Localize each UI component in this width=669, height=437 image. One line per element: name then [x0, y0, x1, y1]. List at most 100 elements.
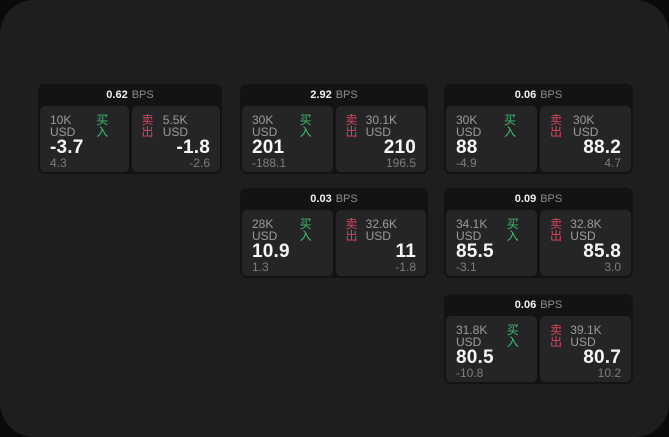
buy-panel-top: 34.1K USD 买入 — [456, 218, 527, 242]
quote-card: 2.92 BPS 30K USD 买入 201 -188.1 卖出 30.1K … — [240, 84, 428, 174]
buy-price: 201 — [252, 137, 285, 158]
buy-panel-top: 10K USD 买入 — [50, 114, 119, 138]
buy-price: 10.9 — [252, 241, 290, 262]
quote-card: 0.03 BPS 28K USD 买入 10.9 1.3 卖出 32.6K US… — [240, 188, 428, 278]
sell-panel-top: 卖出 32.8K USD — [550, 218, 621, 242]
sell-panel[interactable]: 卖出 39.1K USD 80.7 10.2 — [540, 316, 631, 382]
sell-label: 卖出 — [550, 323, 563, 349]
quote-card: 0.06 BPS 30K USD 买入 88 -4.9 卖出 30K USD 8… — [444, 84, 633, 174]
card-body: 10K USD 买入 -3.7 4.3 卖出 5.5K USD -1.8 -2.… — [38, 106, 222, 174]
bps-value: 0.03 — [310, 192, 332, 205]
bps-unit: BPS — [131, 88, 154, 101]
sell-panel[interactable]: 卖出 30.1K USD 210 196.5 — [335, 106, 426, 172]
sell-delta: 10.2 — [597, 366, 621, 380]
bps-unit: BPS — [335, 192, 358, 205]
card-body: 34.1K USD 买入 85.5 -3.1 卖出 32.8K USD 85.8… — [444, 210, 633, 278]
buy-label: 买入 — [503, 113, 516, 139]
card-body: 31.8K USD 买入 80.5 -10.8 卖出 39.1K USD 80.… — [444, 316, 633, 384]
buy-label: 买入 — [506, 217, 519, 243]
buy-price: 88 — [456, 137, 478, 158]
sell-panel-top: 卖出 30.1K USD — [346, 114, 417, 138]
buy-price: 80.5 — [456, 347, 494, 368]
quote-card: 0.09 BPS 34.1K USD 买入 85.5 -3.1 卖出 32.8K… — [444, 188, 633, 278]
sell-price: 11 — [395, 241, 416, 262]
sell-panel-top: 卖出 39.1K USD — [550, 324, 621, 348]
buy-label: 买入 — [506, 323, 519, 349]
sell-delta: -2.6 — [189, 156, 210, 170]
buy-panel-top: 28K USD 买入 — [252, 218, 323, 242]
sell-delta: 3.0 — [604, 260, 621, 274]
sell-panel[interactable]: 卖出 30K USD 88.2 4.7 — [540, 106, 631, 172]
buy-price: -3.7 — [50, 137, 84, 158]
sell-label: 卖出 — [141, 113, 154, 139]
bps-header: 0.06 BPS — [444, 294, 633, 316]
sell-price: 85.8 — [583, 241, 621, 262]
buy-delta: -3.1 — [456, 260, 477, 274]
sell-amount: 39.1K USD — [570, 323, 602, 349]
sell-panel-top: 卖出 30K USD — [550, 114, 621, 138]
sell-label: 卖出 — [345, 113, 358, 139]
sell-amount: 32.8K USD — [570, 217, 602, 243]
buy-amount: 28K USD — [252, 217, 278, 243]
sell-panel-top: 卖出 32.6K USD — [346, 218, 417, 242]
buy-panel[interactable]: 31.8K USD 买入 80.5 -10.8 — [446, 316, 537, 382]
buy-amount: 30K USD — [252, 113, 278, 139]
sell-panel[interactable]: 卖出 32.6K USD 11 -1.8 — [335, 210, 426, 276]
bps-unit: BPS — [540, 298, 563, 311]
sell-amount: 30.1K USD — [365, 113, 397, 139]
sell-price: -1.8 — [176, 137, 210, 158]
sell-delta: 4.7 — [604, 156, 621, 170]
buy-panel[interactable]: 10K USD 买入 -3.7 4.3 — [40, 106, 129, 172]
quote-card: 0.62 BPS 10K USD 买入 -3.7 4.3 卖出 5.5K USD… — [38, 84, 222, 174]
buy-price: 85.5 — [456, 241, 494, 262]
bps-value: 0.06 — [514, 88, 537, 101]
buy-panel[interactable]: 34.1K USD 买入 85.5 -3.1 — [446, 210, 537, 276]
sell-panel[interactable]: 卖出 5.5K USD -1.8 -2.6 — [131, 106, 220, 172]
card-body: 28K USD 买入 10.9 1.3 卖出 32.6K USD 11 -1.8 — [240, 210, 428, 278]
bps-unit: BPS — [335, 88, 358, 101]
buy-panel[interactable]: 28K USD 买入 10.9 1.3 — [242, 210, 333, 276]
buy-delta: -10.8 — [456, 366, 484, 380]
buy-panel[interactable]: 30K USD 买入 88 -4.9 — [446, 106, 537, 172]
sell-delta: -1.8 — [395, 260, 416, 274]
sell-price: 210 — [383, 137, 416, 158]
bps-header: 2.92 BPS — [240, 84, 428, 106]
buy-label: 买入 — [299, 113, 312, 139]
sell-label: 卖出 — [550, 217, 563, 243]
bps-unit: BPS — [540, 88, 563, 101]
sell-price: 88.2 — [583, 137, 621, 158]
buy-amount: 34.1K USD — [456, 217, 488, 243]
bps-header: 0.03 BPS — [240, 188, 428, 210]
bps-header: 0.09 BPS — [444, 188, 633, 210]
buy-delta: -4.9 — [456, 156, 477, 170]
bps-value: 0.09 — [514, 192, 537, 205]
buy-panel-top: 31.8K USD 买入 — [456, 324, 527, 348]
buy-amount: 10K USD — [50, 113, 76, 139]
bps-header: 0.06 BPS — [444, 84, 633, 106]
buy-panel[interactable]: 30K USD 买入 201 -188.1 — [242, 106, 333, 172]
bps-value: 0.62 — [106, 88, 128, 101]
bps-unit: BPS — [540, 192, 563, 205]
sell-label: 卖出 — [345, 217, 358, 243]
card-body: 30K USD 买入 201 -188.1 卖出 30.1K USD 210 1… — [240, 106, 428, 174]
bps-header: 0.62 BPS — [38, 84, 222, 106]
sell-amount: 30K USD — [573, 113, 599, 139]
buy-delta: 4.3 — [50, 156, 67, 170]
sell-panel[interactable]: 卖出 32.8K USD 85.8 3.0 — [540, 210, 631, 276]
buy-panel-top: 30K USD 买入 — [252, 114, 323, 138]
buy-panel-top: 30K USD 买入 — [456, 114, 527, 138]
sell-label: 卖出 — [550, 113, 563, 139]
sell-delta: 196.5 — [385, 156, 416, 170]
bps-value: 0.06 — [514, 298, 537, 311]
buy-label: 买入 — [299, 217, 312, 243]
sell-price: 80.7 — [583, 347, 621, 368]
buy-amount: 30K USD — [456, 113, 482, 139]
sell-panel-top: 卖出 5.5K USD — [142, 114, 211, 138]
buy-delta: 1.3 — [252, 260, 269, 274]
card-body: 30K USD 买入 88 -4.9 卖出 30K USD 88.2 4.7 — [444, 106, 633, 174]
buy-amount: 31.8K USD — [456, 323, 488, 349]
sell-amount: 5.5K USD — [162, 113, 189, 139]
sell-amount: 32.6K USD — [365, 217, 397, 243]
